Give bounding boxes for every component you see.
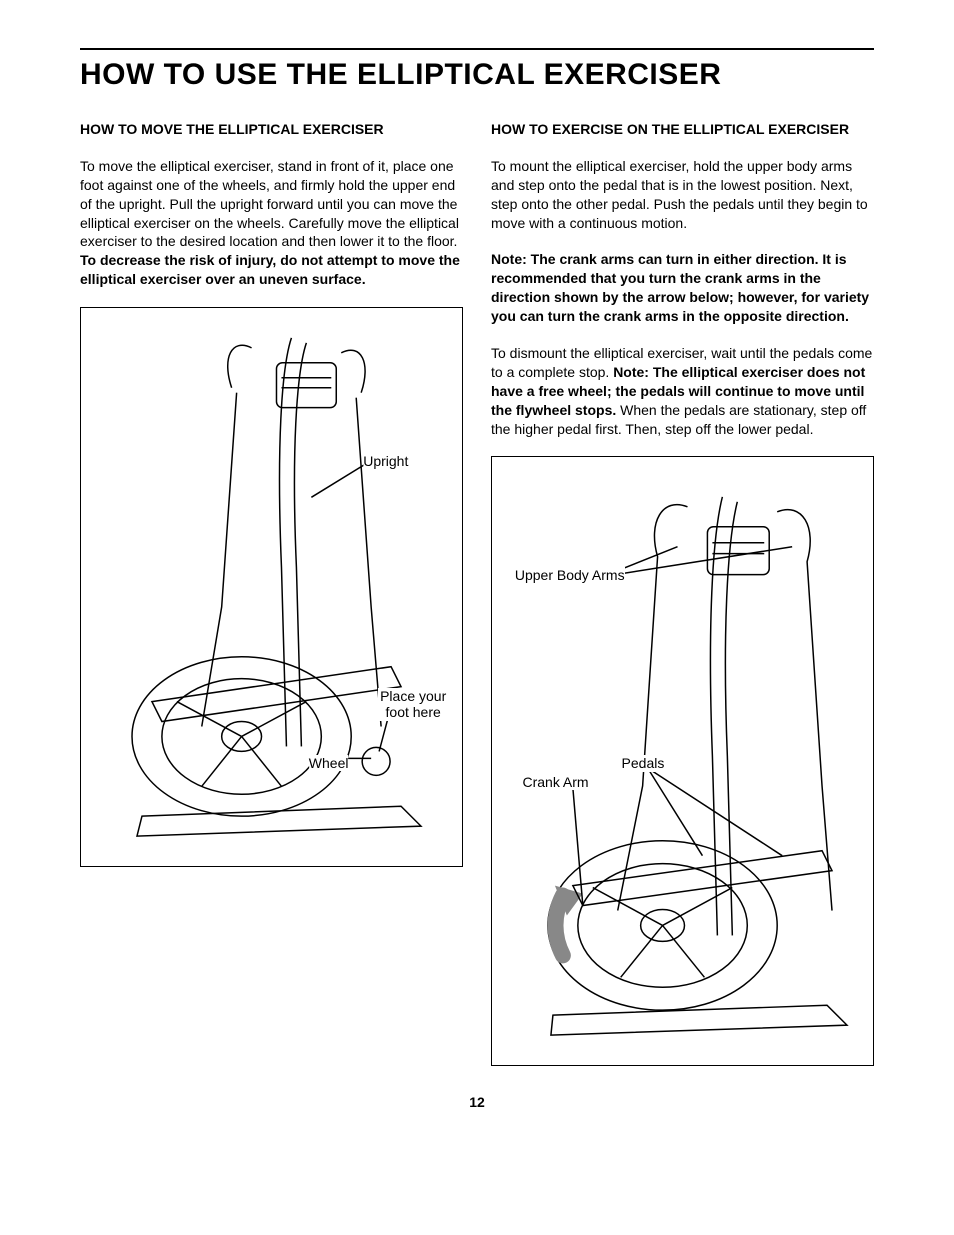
label-pedals: Pedals — [622, 755, 665, 772]
page-title: HOW TO USE THE ELLIPTICAL EXERCISER — [80, 58, 874, 92]
label-wheel: Wheel — [309, 755, 349, 772]
left-para-1: To move the elliptical exerciser, stand … — [80, 157, 463, 289]
label-upper-body-arms: Upper Body Arms — [515, 567, 625, 584]
label-place-foot-text: Place your foot here — [380, 688, 446, 721]
left-para-1-bold: To decrease the risk of injury, do not a… — [80, 252, 460, 287]
page-number: 12 — [80, 1094, 874, 1110]
elliptical-sketch-icon — [81, 308, 462, 866]
two-column-layout: HOW TO MOVE THE ELLIPTICAL EXERCISER To … — [80, 120, 874, 1066]
right-para-3: To dismount the elliptical exerciser, wa… — [491, 344, 874, 438]
left-para-1-plain: To move the elliptical exerciser, stand … — [80, 158, 459, 250]
left-figure: Upright Place your foot here Wheel — [80, 307, 463, 867]
elliptical-sketch-2-icon — [492, 457, 873, 1065]
label-upright: Upright — [363, 453, 408, 470]
label-crank-arm: Crank Arm — [522, 774, 588, 791]
top-rule — [80, 48, 874, 50]
left-column: HOW TO MOVE THE ELLIPTICAL EXERCISER To … — [80, 120, 463, 1066]
left-heading: HOW TO MOVE THE ELLIPTICAL EXERCISER — [80, 120, 463, 139]
manual-page: HOW TO USE THE ELLIPTICAL EXERCISER HOW … — [0, 0, 954, 1150]
right-para-2: Note: The crank arms can turn in either … — [491, 250, 874, 326]
right-figure: Upper Body Arms Pedals Crank Arm — [491, 456, 874, 1066]
right-column: HOW TO EXERCISE ON THE ELLIPTICAL EXERCI… — [491, 120, 874, 1066]
right-para-1: To mount the elliptical exerciser, hold … — [491, 157, 874, 233]
right-heading: HOW TO EXERCISE ON THE ELLIPTICAL EXERCI… — [491, 120, 874, 139]
label-place-foot: Place your foot here — [378, 688, 448, 722]
